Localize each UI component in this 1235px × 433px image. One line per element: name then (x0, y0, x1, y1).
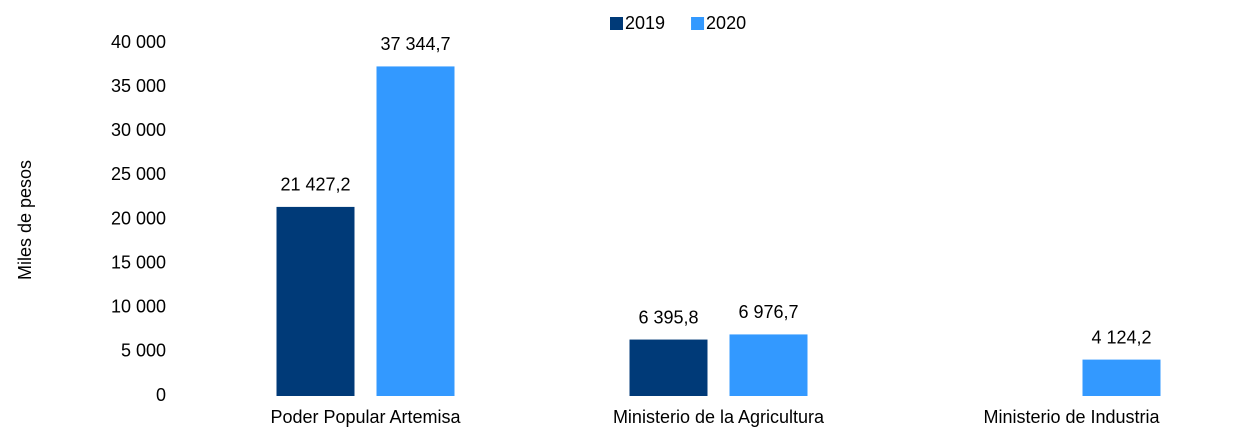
y-tick-label: 5 000 (121, 341, 166, 361)
value-label: 6 395,8 (638, 307, 698, 327)
legend-swatch (610, 17, 623, 30)
y-tick-label: 35 000 (111, 76, 166, 96)
bar (276, 206, 355, 396)
y-tick-label: 25 000 (111, 164, 166, 184)
value-label: 21 427,2 (280, 175, 350, 195)
y-tick-label: 40 000 (111, 32, 166, 52)
x-tick-label: Ministerio de Industria (983, 407, 1160, 427)
y-tick-label: 15 000 (111, 252, 166, 272)
bar (376, 66, 455, 397)
y-axis-label: Miles de pesos (15, 160, 35, 280)
y-tick-label: 10 000 (111, 297, 166, 317)
y-tick-label: 30 000 (111, 120, 166, 140)
x-tick-label: Poder Popular Artemisa (270, 407, 461, 427)
legend-label: 2020 (706, 13, 746, 33)
value-label: 37 344,7 (380, 34, 450, 54)
value-label: 6 976,7 (738, 302, 798, 322)
legend-label: 2019 (625, 13, 665, 33)
y-tick-label: 0 (156, 385, 166, 405)
value-label: 4 124,2 (1091, 327, 1151, 347)
x-tick-label: Ministerio de la Agricultura (613, 407, 825, 427)
bar (629, 339, 708, 396)
bar (1082, 359, 1161, 396)
bar (729, 334, 808, 396)
legend-swatch (691, 17, 705, 30)
y-tick-label: 20 000 (111, 208, 166, 228)
